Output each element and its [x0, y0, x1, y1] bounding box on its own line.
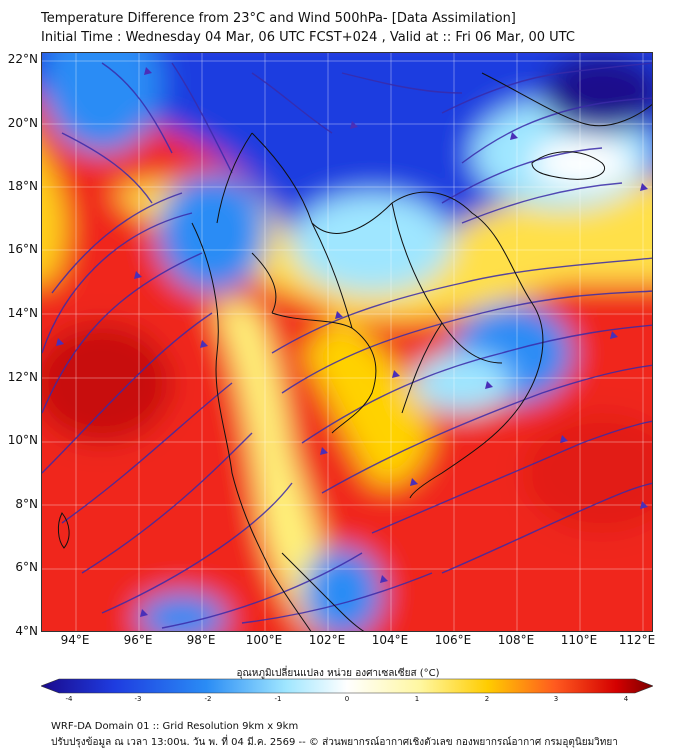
wind-arrowheads [56, 67, 648, 617]
colorbar-tick: -2 [204, 695, 212, 703]
lat-label: 10°N [7, 433, 38, 447]
colorbar-tick: 1 [414, 695, 420, 703]
lon-label: 94°E [60, 633, 90, 647]
lat-label: 20°N [7, 116, 38, 130]
colorbar-title: อุณหภูมิเปลี่ยนแปลง หน่วย องศาเซลเซียส (… [236, 668, 440, 679]
coastlines [57, 72, 652, 631]
colorbar-tick: -4 [65, 695, 73, 703]
lon-label: 98°E [186, 633, 216, 647]
colorbar-tick: 4 [623, 695, 629, 703]
colorbar-tick: -3 [134, 695, 142, 703]
chart-title-line2: Initial Time : Wednesday 04 Mar, 06 UTC … [41, 30, 575, 45]
wind-streamlines [42, 62, 652, 629]
colorbar-tick: 2 [484, 695, 490, 703]
lon-label: 110°E [560, 633, 598, 647]
footer-credit: ปรับปรุงข้อมูล ณ เวลา 13:00น. วัน พ. ที่… [51, 737, 618, 748]
lon-label: 106°E [434, 633, 472, 647]
temperature-field [42, 53, 652, 631]
colorbar-tick: 3 [553, 695, 559, 703]
lat-label: 22°N [7, 52, 38, 66]
lon-label: 108°E [497, 633, 535, 647]
lon-label: 112°E [618, 633, 656, 647]
temperature-wind-map [41, 52, 653, 632]
lat-label: 6°N [15, 560, 38, 574]
lat-label: 14°N [7, 306, 38, 320]
colorbar [41, 678, 653, 694]
colorbar-tick: -1 [274, 695, 282, 703]
lon-label: 104°E [371, 633, 409, 647]
lon-label: 100°E [245, 633, 283, 647]
lat-label: 4°N [15, 624, 38, 638]
footer-model-info: WRF-DA Domain 01 :: Grid Resolution 9km … [51, 721, 299, 732]
gridlines [42, 53, 652, 631]
lat-label: 16°N [7, 242, 38, 256]
map-canvas [42, 53, 652, 631]
lon-label: 96°E [123, 633, 153, 647]
colorbar-tick: 0 [344, 695, 350, 703]
lon-label: 102°E [308, 633, 346, 647]
chart-title-line1: Temperature Difference from 23°C and Win… [41, 11, 516, 26]
lat-label: 8°N [15, 497, 38, 511]
lat-label: 18°N [7, 179, 38, 193]
lat-label: 12°N [7, 370, 38, 384]
